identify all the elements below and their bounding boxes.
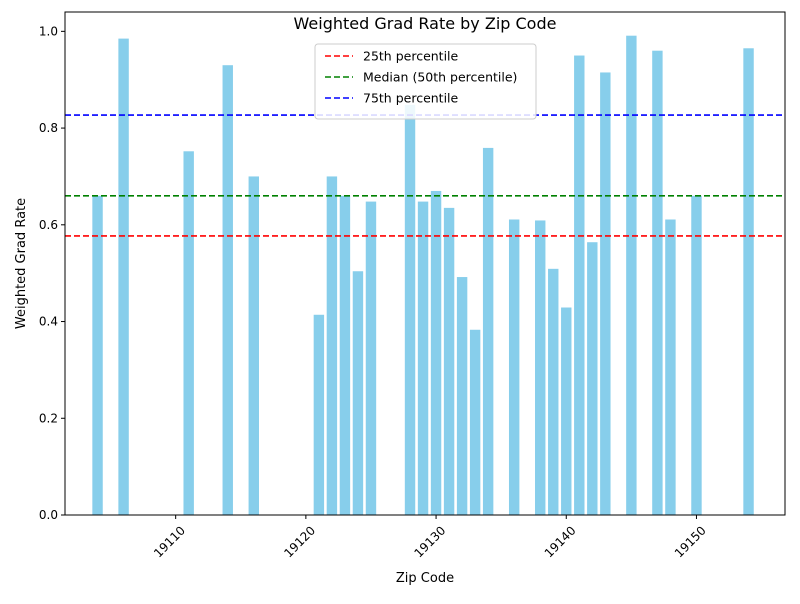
y-tick-label: 0.4 (39, 315, 58, 329)
legend-label-1: 25th percentile (363, 49, 459, 64)
plot-frame (64, 11, 786, 516)
y-tick-label: 1.0 (39, 24, 58, 38)
bar-19114 (222, 65, 233, 516)
bar-19131 (443, 207, 455, 515)
bar-19122 (326, 176, 338, 515)
bar-19143 (600, 72, 611, 516)
y-tick-label: 0.8 (39, 121, 58, 135)
bar-19124 (352, 271, 364, 515)
bar-19136 (508, 219, 520, 516)
y-axis-label: Weighted Grad Rate (14, 198, 29, 329)
bar-19132 (456, 277, 468, 515)
bar-19148 (665, 219, 676, 516)
y-axis-ticks: 0.0 0.2 0.4 0.6 0.8 1.0 (39, 24, 65, 522)
bar-19139 (548, 268, 559, 515)
bar-19123 (339, 195, 351, 516)
bars-layer (92, 35, 754, 516)
bar-19154 (743, 48, 754, 515)
y-tick-label: 0.2 (39, 411, 58, 425)
bar-19121 (313, 314, 325, 515)
x-axis-label: Zip Code (396, 571, 454, 586)
legend: 25th percentile Median (50th percentile) 7… (314, 43, 537, 120)
y-tick-label: 0.0 (39, 508, 58, 522)
legend-label-2: Median (50th percentile) (363, 70, 517, 85)
bar-19138 (535, 220, 546, 515)
bar-19134 (482, 147, 494, 515)
bar-19106 (118, 38, 129, 516)
bar-19145 (626, 35, 637, 516)
bar-19111 (183, 151, 194, 516)
y-tick-label: 0.6 (39, 218, 58, 232)
bar-19104 (92, 195, 103, 516)
bar-19125 (365, 201, 377, 516)
legend-box (314, 43, 537, 120)
bar-19142 (587, 242, 598, 515)
bar-19147 (652, 50, 663, 515)
bar-19150 (691, 195, 702, 516)
bar-19130 (430, 190, 442, 516)
bar-19128 (404, 104, 416, 515)
bar-19133 (469, 329, 481, 515)
bar-19129 (417, 201, 429, 516)
bar-19140 (561, 307, 572, 515)
chart-title: Weighted Grad Rate by Zip Code (294, 14, 557, 33)
bar-19141 (574, 55, 585, 516)
bar-19116 (248, 176, 259, 515)
legend-label-3: 75th percentile (363, 91, 459, 106)
